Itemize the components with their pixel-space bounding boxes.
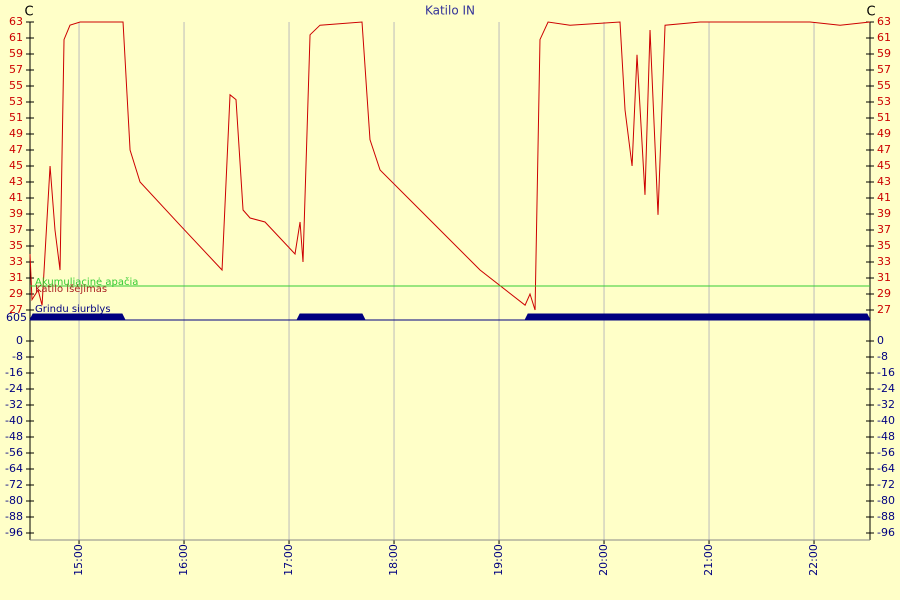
pump-axis-label: 605 — [6, 311, 27, 324]
x-tick-label: 19:00 — [492, 544, 505, 576]
y-tick-label: 55 — [9, 79, 23, 92]
y-tick-label: 27 — [9, 303, 23, 316]
legend-label: Grindu siurblys — [35, 304, 111, 315]
unit-right: C — [866, 5, 875, 20]
legend-label: Akumuliacinė apačia — [35, 276, 138, 288]
y-tick-label: 33 — [9, 255, 23, 268]
x-tick-label: 16:00 — [177, 544, 190, 576]
y2-tick-label: -48 — [877, 430, 895, 443]
y-tick-label: 41 — [9, 191, 23, 204]
y2-tick-label: -32 — [5, 398, 23, 411]
y-tick-label: 61 — [9, 31, 23, 44]
y2-tick-label: -80 — [877, 494, 895, 507]
y-tick-label: 47 — [877, 143, 891, 156]
y2-tick-label: -56 — [877, 446, 895, 459]
y2-tick-label: -40 — [5, 414, 23, 427]
y-tick-label: 51 — [9, 111, 23, 124]
y-tick-label: 63 — [9, 15, 23, 28]
unit-left: C — [24, 5, 33, 20]
y-tick-label: 57 — [877, 63, 891, 76]
y-tick-label: 45 — [9, 159, 23, 172]
y-tick-label: 39 — [877, 207, 891, 220]
y-tick-label: 37 — [9, 223, 23, 236]
y-tick-label: 45 — [877, 159, 891, 172]
y-tick-label: 63 — [877, 15, 891, 28]
y-tick-label: 41 — [877, 191, 891, 204]
y-tick-label: 59 — [9, 47, 23, 60]
y2-tick-label: -80 — [5, 494, 23, 507]
y-tick-label: 59 — [877, 47, 891, 60]
y-tick-label: 49 — [9, 127, 23, 140]
y2-tick-label: -40 — [877, 414, 895, 427]
y2-tick-label: -72 — [5, 478, 23, 491]
pump-on-segment — [524, 313, 871, 321]
y2-tick-label: 0 — [16, 334, 23, 347]
y-tick-label: 43 — [877, 175, 891, 188]
y2-tick-label: -48 — [5, 430, 23, 443]
y-tick-label: 53 — [9, 95, 23, 108]
x-tick-label: 15:00 — [72, 544, 85, 576]
pump-on-segment — [29, 313, 126, 321]
y2-tick-label: -32 — [877, 398, 895, 411]
x-tick-label: 22:00 — [807, 544, 820, 576]
legend-label: Katilo išėjimas — [35, 283, 107, 295]
y2-tick-label: -96 — [877, 526, 895, 539]
y2-tick-label: -88 — [877, 510, 895, 523]
y2-tick-label: -56 — [5, 446, 23, 459]
y-tick-label: 29 — [877, 287, 891, 300]
x-tick-label: 20:00 — [597, 544, 610, 576]
y-tick-label: 49 — [877, 127, 891, 140]
y2-tick-label: -16 — [877, 366, 895, 379]
series-line — [29, 21, 871, 311]
y2-tick-label: -8 — [12, 350, 23, 363]
y-tick-label: 29 — [9, 287, 23, 300]
y-tick-label: 37 — [877, 223, 891, 236]
y-tick-label: 39 — [9, 207, 23, 220]
y2-tick-label: -24 — [5, 382, 23, 395]
y2-tick-label: -88 — [5, 510, 23, 523]
y2-tick-label: -64 — [5, 462, 23, 475]
y-tick-label: 57 — [9, 63, 23, 76]
y-tick-label: 47 — [9, 143, 23, 156]
x-tick-label: 21:00 — [702, 544, 715, 576]
chart-title: Katilo IN — [425, 4, 475, 18]
y-tick-label: 51 — [877, 111, 891, 124]
x-tick-label: 17:00 — [282, 544, 295, 576]
y-tick-label: 27 — [877, 303, 891, 316]
pump-on-segment — [296, 313, 366, 321]
x-tick-label: 18:00 — [387, 544, 400, 576]
y-tick-label: 31 — [9, 271, 23, 284]
y-tick-label: 31 — [877, 271, 891, 284]
y-tick-label: 35 — [877, 239, 891, 252]
y2-tick-label: -8 — [877, 350, 888, 363]
y-tick-label: 35 — [9, 239, 23, 252]
y2-tick-label: -96 — [5, 526, 23, 539]
y2-tick-label: -24 — [877, 382, 895, 395]
y2-tick-label: -16 — [5, 366, 23, 379]
y-tick-label: 61 — [877, 31, 891, 44]
y-tick-label: 53 — [877, 95, 891, 108]
y-tick-label: 55 — [877, 79, 891, 92]
y2-tick-label: -64 — [877, 462, 895, 475]
y-tick-label: 33 — [877, 255, 891, 268]
y-tick-label: 43 — [9, 175, 23, 188]
y2-tick-label: -72 — [877, 478, 895, 491]
y2-tick-label: 0 — [877, 334, 884, 347]
